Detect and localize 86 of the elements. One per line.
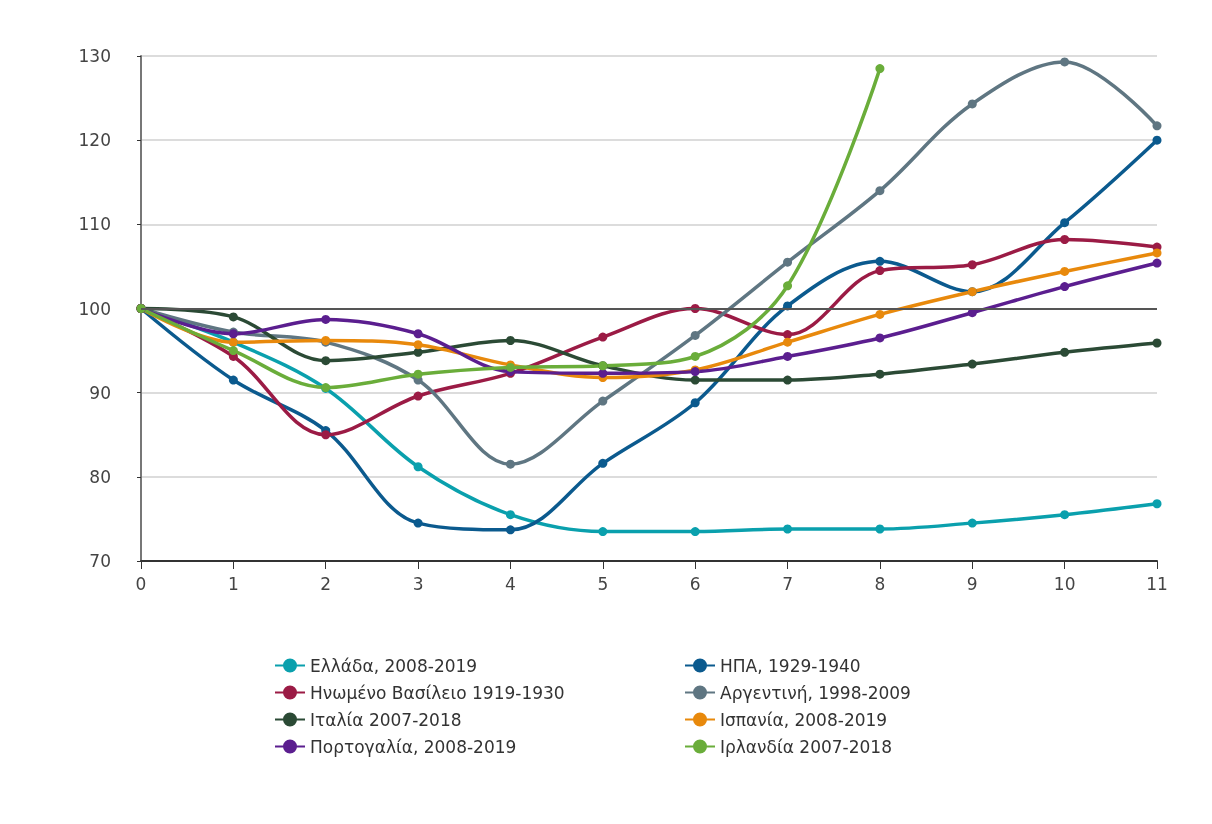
- point: [1060, 57, 1070, 67]
- y-tick-label: 110: [78, 214, 111, 235]
- point: [1152, 499, 1162, 509]
- point: [690, 527, 700, 537]
- point: [413, 391, 423, 401]
- x-tick-label: 3: [412, 573, 424, 594]
- point: [875, 524, 885, 534]
- point: [321, 430, 331, 440]
- point: [598, 458, 608, 468]
- point: [1060, 266, 1070, 276]
- point: [505, 525, 515, 535]
- point: [967, 260, 977, 270]
- point: [875, 64, 885, 74]
- point: [690, 375, 700, 385]
- point: [505, 459, 515, 469]
- point: [1060, 218, 1070, 228]
- point: [598, 396, 608, 406]
- y-tick-label: 130: [78, 46, 111, 66]
- point: [598, 332, 608, 342]
- y-tick-label: 120: [78, 130, 111, 151]
- x-tick-label: 8: [874, 573, 886, 594]
- point: [690, 351, 700, 361]
- y-tick-label: 90: [89, 382, 111, 403]
- x-tick-label: 7: [782, 573, 793, 594]
- x-tick-label: 9: [966, 573, 978, 594]
- point: [413, 462, 423, 472]
- legend-label: Πορτογαλία, 2008-2019: [310, 736, 517, 757]
- legend-label: Ελλάδα, 2008-2019: [310, 655, 478, 676]
- point: [783, 330, 793, 340]
- point: [875, 186, 885, 196]
- x-tick-label: 6: [689, 573, 701, 594]
- point: [321, 314, 331, 324]
- point: [413, 329, 423, 339]
- point: [783, 351, 793, 361]
- point: [321, 356, 331, 366]
- point: [1060, 347, 1070, 357]
- point: [413, 340, 423, 350]
- point: [875, 309, 885, 319]
- y-tick-label: 70: [89, 551, 111, 571]
- point: [1152, 121, 1162, 131]
- point: [875, 256, 885, 266]
- legend-label: Ιταλία 2007-2018: [310, 709, 462, 730]
- x-tick-label: 1: [227, 573, 239, 594]
- point: [1152, 338, 1162, 348]
- point: [228, 375, 238, 385]
- x-tick-label: 2: [320, 573, 332, 594]
- point: [1152, 248, 1162, 258]
- point: [783, 257, 793, 267]
- point: [505, 510, 515, 520]
- point: [783, 281, 793, 291]
- point: [413, 347, 423, 357]
- point: [1152, 258, 1162, 268]
- legend-label: Ιρλανδία 2007-2018: [720, 736, 892, 757]
- point: [413, 369, 423, 379]
- point: [783, 524, 793, 534]
- point: [598, 368, 608, 378]
- point: [690, 330, 700, 340]
- point: [413, 518, 423, 528]
- point: [967, 99, 977, 109]
- point: [228, 312, 238, 322]
- point: [690, 398, 700, 408]
- point: [1060, 282, 1070, 292]
- point: [875, 369, 885, 379]
- x-tick-label: 5: [597, 573, 609, 594]
- x-tick-label: 11: [1146, 573, 1168, 594]
- point: [1152, 135, 1162, 145]
- point: [783, 337, 793, 347]
- point: [967, 359, 977, 369]
- point: [783, 375, 793, 385]
- point: [505, 335, 515, 345]
- legend-label: ΗΠΑ, 1929-1940: [720, 655, 861, 676]
- y-tick-label: 80: [89, 466, 111, 487]
- point: [875, 333, 885, 343]
- point: [598, 527, 608, 537]
- x-tick-label: 10: [1053, 573, 1076, 594]
- x-tick-label: 0: [135, 573, 147, 594]
- y-tick-label: 100: [78, 298, 111, 319]
- point: [1060, 510, 1070, 520]
- legend-label: Αργεντινή, 1998-2009: [720, 682, 911, 703]
- point: [1060, 234, 1070, 244]
- point: [967, 518, 977, 528]
- point: [228, 346, 238, 356]
- x-tick-label: 4: [505, 573, 516, 594]
- legend-label: Ισπανία, 2008-2019: [720, 709, 888, 730]
- legend-label: Ηνωμένο Βασίλειο 1919-1930: [310, 682, 565, 703]
- point: [875, 266, 885, 276]
